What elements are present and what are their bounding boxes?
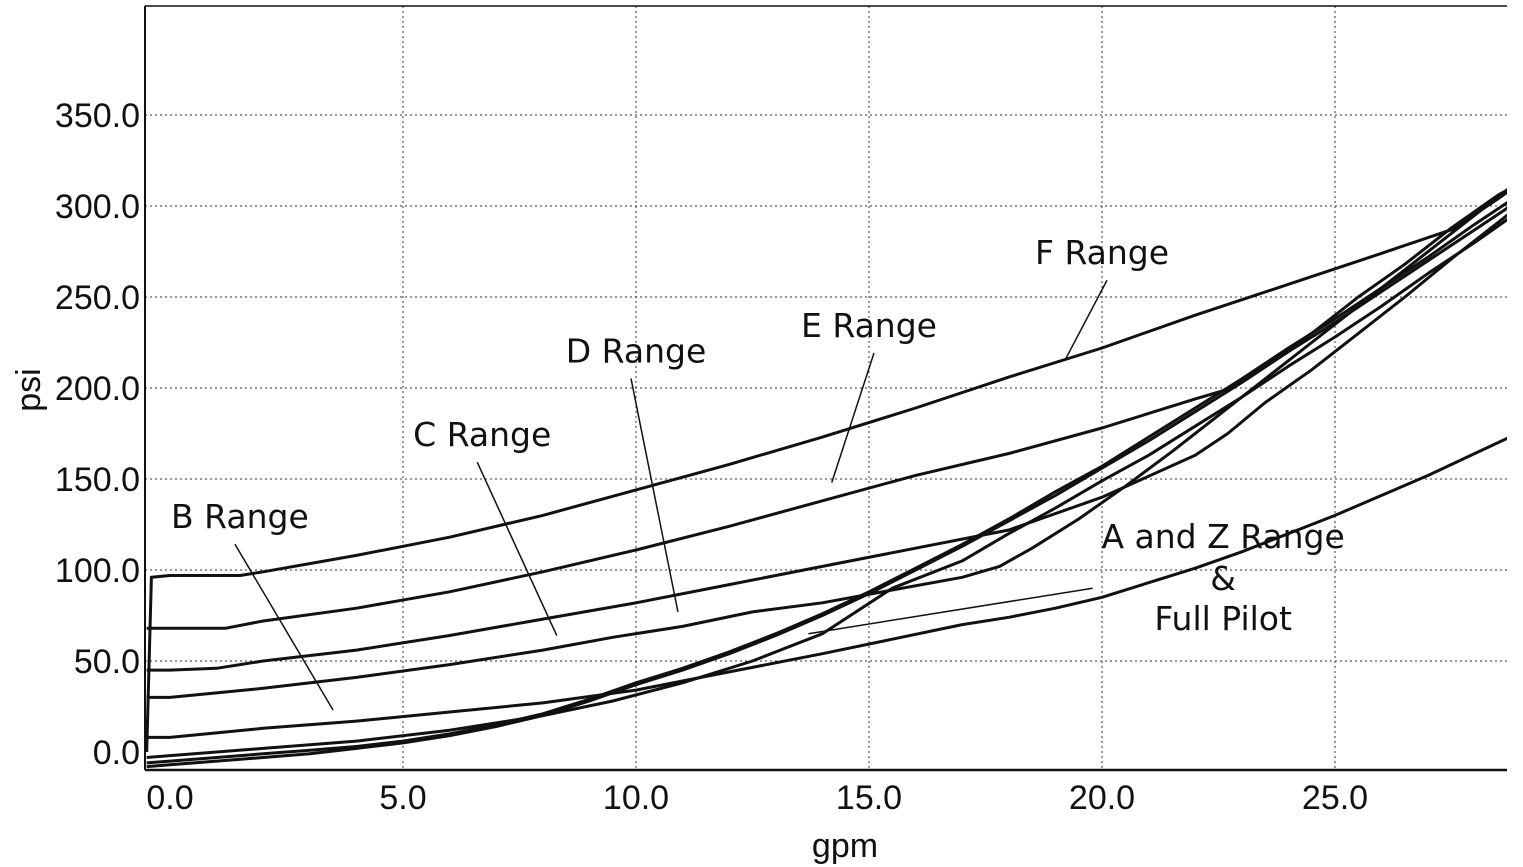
annotation-leader-line [831, 352, 875, 483]
y-tick-label: 300.0 [55, 188, 140, 226]
y-tick-label: 150.0 [55, 461, 140, 499]
series-line-2 [146, 217, 1507, 759]
y-tick-label: 50.0 [74, 643, 140, 681]
annotation-label: D Range [566, 332, 707, 371]
annotation-leader-line [476, 461, 558, 636]
y-tick-label: 250.0 [55, 279, 140, 317]
series-line-5 [146, 213, 1507, 672]
annotation-label: E Range [801, 306, 937, 345]
grid-lines [145, 6, 1507, 770]
y-axis-title: psi [10, 368, 48, 411]
x-tick-label: 5.0 [379, 779, 426, 817]
tick-labels: 0.0 5.0 10.0 15.0 20.0 25.0 300.0 50.0 100.0 150.… [55, 97, 1368, 817]
y-tick-label: 350.0 [55, 97, 140, 135]
y-tick-label: 200.0 [55, 370, 140, 408]
annotation-label: Full Pilot [1154, 599, 1292, 638]
annotation-leader-line [1064, 279, 1108, 362]
annotation-leader-line [630, 378, 679, 613]
series-line-7 [145, 190, 1507, 753]
series-line-3 [146, 436, 1507, 739]
axes [144, 5, 1507, 772]
x-axis-title: gpm [812, 827, 878, 865]
x-tick-label: 25.0 [1302, 779, 1368, 817]
x-tick-label: 0.0 [146, 779, 193, 817]
series-lines [145, 188, 1507, 769]
annotation-label: & [1210, 559, 1236, 598]
series-line-6 [146, 188, 1507, 630]
annotation-label: C Range [413, 415, 551, 454]
annotation-label: A and Z Range [1101, 517, 1344, 556]
y-tick-label: 100.0 [55, 552, 140, 590]
series-line-1 [146, 206, 1507, 769]
x-tick-label: 20.0 [1069, 779, 1135, 817]
x-tick-label: 15.0 [836, 779, 902, 817]
annotation-label: B Range [171, 497, 309, 536]
y-tick-label: 0.0 [93, 734, 140, 772]
annotation-label: F Range [1035, 233, 1169, 272]
annotations: F Range E Range D Range C Range B Range A and… [171, 233, 1345, 711]
x-tick-label: 10.0 [603, 779, 669, 817]
series-line-4 [146, 188, 1507, 699]
annotation-leader-line [808, 587, 1093, 635]
annotation-leader-line [234, 543, 334, 711]
series-line-0 [146, 201, 1507, 765]
